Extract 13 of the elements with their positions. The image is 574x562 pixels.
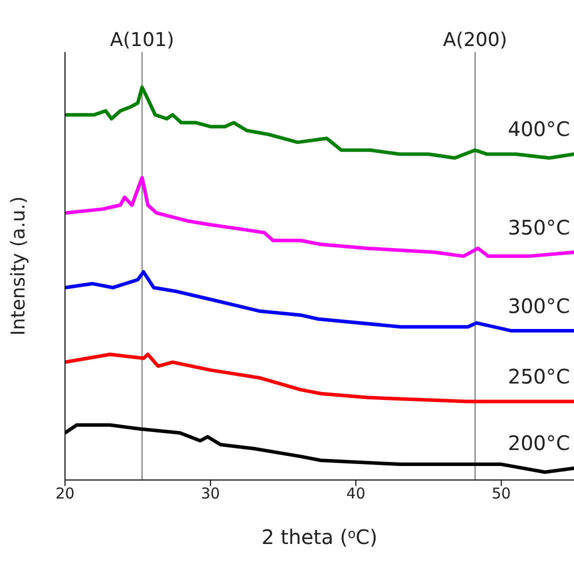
ref-line-label: A(200)	[443, 29, 508, 51]
series-label: 200°C	[508, 431, 570, 456]
y-axis-title: Intensity (a.u.)	[8, 196, 30, 336]
ref-line-label: A(101)	[110, 29, 174, 51]
series-label: 300°C	[508, 294, 570, 318]
x-tick-label: 30	[200, 484, 220, 503]
x-tick-label: 20	[55, 484, 75, 503]
x-axis-title: 2 theta ($^{o}$C)	[262, 525, 378, 549]
x-tick-label: 40	[346, 484, 366, 503]
series-label: 250°C	[508, 364, 570, 388]
x-tick-label: 50	[492, 484, 511, 503]
series-label: 400°C	[508, 117, 570, 142]
series-label: 350°C	[508, 215, 570, 240]
